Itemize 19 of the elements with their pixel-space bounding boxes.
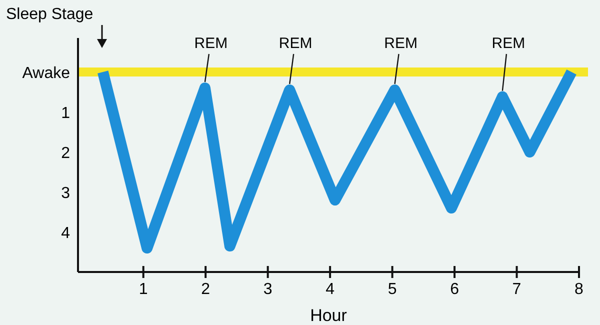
x-tick-label: 5 — [388, 281, 397, 298]
annotation: REM — [492, 35, 526, 52]
y-tick-label: Awake — [22, 65, 70, 82]
y-tick-label: 4 — [61, 225, 70, 242]
annotation: REM — [194, 35, 228, 52]
x-tick-label: 1 — [138, 281, 148, 298]
x-tick-label: 2 — [201, 281, 210, 298]
x-tick-label: 8 — [574, 281, 584, 298]
x-tick-label: 4 — [326, 281, 335, 298]
x-axis-title: Hour — [310, 306, 348, 325]
y-tick-label: 2 — [61, 145, 70, 162]
x-tick-label: 3 — [263, 281, 272, 298]
annotation: REM — [384, 35, 418, 52]
x-tick-label: 6 — [450, 281, 460, 298]
annotation: REM — [278, 35, 312, 52]
x-tick-label: 7 — [512, 281, 522, 298]
y-axis-title: Sleep Stage — [6, 6, 94, 23]
y-tick-label: 3 — [61, 185, 70, 202]
y-tick-label: 1 — [61, 105, 70, 122]
